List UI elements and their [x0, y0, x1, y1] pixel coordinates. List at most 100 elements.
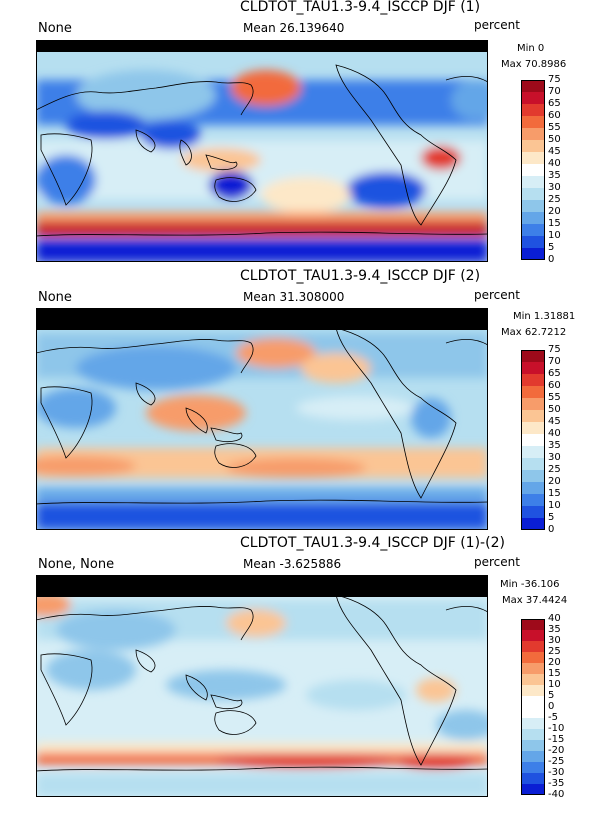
- colorbar-swatch: [521, 176, 545, 189]
- panel-1-mean: Mean 26.139640: [243, 21, 345, 35]
- colorbar-swatch: [521, 398, 545, 411]
- colorbar-swatch: [521, 641, 545, 653]
- colorbar-tick-label: 10: [548, 500, 561, 511]
- colorbar-tick-label: 30: [548, 635, 561, 646]
- colorbar-tick-label: -35: [548, 778, 565, 789]
- colorbar-tick-label: 35: [548, 170, 561, 181]
- panel-2-coastlines: [36, 327, 488, 505]
- colorbar-tick-label: 15: [548, 488, 561, 499]
- panel-1: CLDTOT_TAU1.3-9.4_ISCCP DJF (1) None Mea…: [0, 0, 606, 270]
- panel-3-band-south-cream: [36, 743, 488, 753]
- colorbar-swatch: [521, 619, 545, 631]
- colorbar-swatch: [521, 652, 545, 664]
- colorbar-tick-label: 75: [548, 344, 561, 355]
- colorbar-swatch: [521, 374, 545, 387]
- colorbar-tick-label: 35: [548, 440, 561, 451]
- panel-3: CLDTOT_TAU1.3-9.4_ISCCP DJF (1)-(2) None…: [0, 535, 606, 805]
- colorbar-swatch: [521, 630, 545, 642]
- colorbar-swatch: [521, 740, 545, 752]
- colorbar-tick-label: -5: [548, 712, 558, 723]
- panel-2-blob-epac: [296, 396, 416, 420]
- colorbar-tick-label: 70: [548, 86, 561, 97]
- panel-1-colorbar: [521, 80, 545, 260]
- panel-1-title: CLDTOT_TAU1.3-9.4_ISCCP DJF (1): [240, 0, 481, 15]
- colorbar-tick-label: 70: [548, 356, 561, 367]
- colorbar-swatch: [521, 434, 545, 447]
- panel-1-coastlines: [36, 64, 488, 237]
- panel-3-blob-sred: [216, 752, 396, 768]
- colorbar-swatch: [521, 200, 545, 213]
- panel-1-blob-natlantic: [451, 80, 488, 120]
- colorbar-tick-label: -15: [548, 734, 565, 745]
- colorbar-swatch: [521, 784, 545, 795]
- colorbar-tick-label: 45: [548, 416, 561, 427]
- colorbar-tick-label: 60: [548, 110, 561, 121]
- panel-1-blob-brazil: [421, 146, 461, 170]
- colorbar-tick-label: 5: [548, 512, 555, 523]
- colorbar-tick-label: 20: [548, 206, 561, 217]
- colorbar-tick-label: 60: [548, 380, 561, 391]
- panel-1-max: Max 70.8986: [501, 59, 567, 70]
- panel-2-polar-missing: [36, 308, 488, 330]
- colorbar-swatch: [521, 506, 545, 519]
- panel-3-colorbar: [521, 619, 545, 795]
- colorbar-swatch: [521, 248, 545, 260]
- panel-1-map: [36, 40, 488, 262]
- colorbar-swatch: [521, 152, 545, 165]
- panel-3-blob-epac: [306, 680, 406, 710]
- colorbar-tick-label: 50: [548, 134, 561, 145]
- colorbar-swatch: [521, 773, 545, 785]
- panel-3-blob-eurasia: [56, 610, 176, 650]
- panel-2-blob-eurasia: [76, 346, 236, 390]
- panel-3-blob-npac: [226, 609, 286, 637]
- colorbar-swatch: [521, 386, 545, 399]
- colorbar-tick-label: 0: [548, 524, 555, 535]
- panel-3-units: percent: [474, 555, 520, 569]
- colorbar-swatch: [521, 707, 545, 719]
- colorbar-swatch: [521, 92, 545, 105]
- colorbar-tick-label: -25: [548, 756, 565, 767]
- panel-2-title: CLDTOT_TAU1.3-9.4_ISCCP DJF (2): [240, 268, 481, 284]
- colorbar-swatch: [521, 128, 545, 141]
- colorbar-tick-label: 15: [548, 668, 561, 679]
- colorbar-tick-label: 40: [548, 613, 561, 624]
- colorbar-tick-label: 35: [548, 624, 561, 635]
- panel-2-blob-sorange: [36, 456, 136, 476]
- colorbar-tick-label: -10: [548, 723, 565, 734]
- panel-3-blob-africa: [46, 650, 136, 690]
- panel-1-polar-missing: [36, 40, 488, 52]
- panel-2: CLDTOT_TAU1.3-9.4_ISCCP DJF (2) None Mea…: [0, 268, 606, 538]
- colorbar-tick-label: 10: [548, 679, 561, 690]
- colorbar-tick-label: 50: [548, 404, 561, 415]
- colorbar-swatch: [521, 663, 545, 675]
- colorbar-swatch: [521, 80, 545, 93]
- panel-1-blob-sepac: [346, 172, 426, 208]
- colorbar-swatch: [521, 685, 545, 697]
- colorbar-swatch: [521, 696, 545, 708]
- panel-1-blob-wpac: [181, 148, 261, 172]
- colorbar-swatch: [521, 350, 545, 363]
- panel-1-blob-northpacific: [231, 70, 301, 106]
- colorbar-tick-label: 55: [548, 122, 561, 133]
- colorbar-swatch: [521, 164, 545, 177]
- panel-2-min: Min 1.31881: [513, 311, 576, 322]
- colorbar-tick-label: 20: [548, 657, 561, 668]
- panel-2-units: percent: [474, 288, 520, 302]
- panel-1-blob-australia: [209, 171, 253, 199]
- colorbar-swatch: [521, 410, 545, 423]
- colorbar-swatch: [521, 751, 545, 763]
- colorbar-swatch: [521, 762, 545, 774]
- panel-3-polar-missing: [36, 575, 488, 597]
- panel-2-blob-npac2: [301, 353, 371, 383]
- colorbar-frame: [521, 619, 545, 795]
- panel-2-left-label: None: [38, 290, 72, 305]
- colorbar-swatch: [521, 236, 545, 249]
- panel-1-blob-sahara: [66, 111, 146, 139]
- colorbar-tick-label: -30: [548, 767, 565, 778]
- panel-3-blob-satl: [436, 710, 488, 740]
- colorbar-tick-label: 0: [548, 701, 555, 712]
- panel-2-colorbar: [521, 350, 545, 530]
- colorbar-tick-label: 45: [548, 146, 561, 157]
- panel-2-blob-africa: [36, 388, 116, 428]
- colorbar-tick-label: 55: [548, 392, 561, 403]
